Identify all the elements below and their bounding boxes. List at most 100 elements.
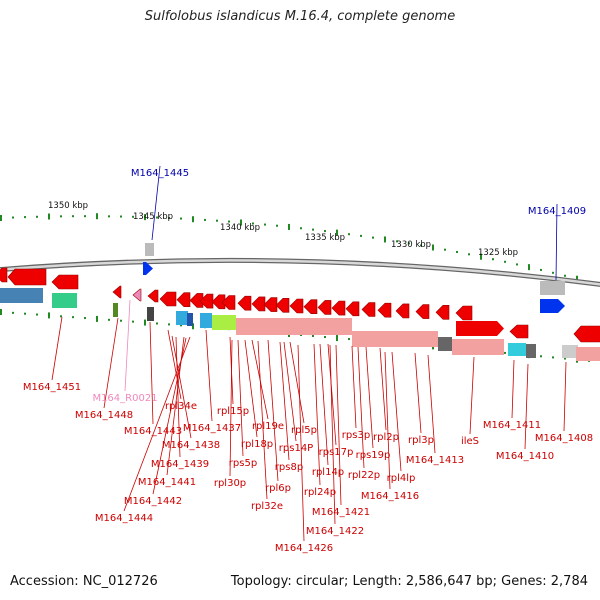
gene-label: rpl3p xyxy=(408,435,434,446)
gene-label: M164_1451 xyxy=(23,382,81,393)
gene-label: M164_1410 xyxy=(496,451,554,462)
leader-line xyxy=(335,344,342,506)
operon-shade xyxy=(236,318,352,335)
gc-dot xyxy=(552,271,554,274)
leader-line xyxy=(319,343,329,466)
gc-dot xyxy=(36,215,38,218)
gene-label: M164_1426 xyxy=(275,543,333,554)
leader-line xyxy=(351,345,357,429)
leader-line xyxy=(329,344,336,525)
gc-dot xyxy=(408,242,410,245)
leader-line xyxy=(267,339,279,482)
gene-arrow xyxy=(176,292,191,307)
gene-label: rps5p xyxy=(229,458,257,469)
gene-arrow xyxy=(147,289,159,303)
map-title: Sulfolobus islandicus M.16.4, complete g… xyxy=(144,9,456,24)
gc-dot xyxy=(0,309,2,315)
gc-dot xyxy=(216,219,218,222)
gene-block-gray xyxy=(562,345,578,358)
gene-label: rpl5p xyxy=(291,425,317,436)
gene-block-gray xyxy=(540,281,565,295)
gc-dot xyxy=(156,216,158,219)
leader-line xyxy=(149,321,154,425)
gc-dot xyxy=(564,274,566,277)
leader-line xyxy=(297,344,305,542)
gene-block-blue xyxy=(0,288,43,303)
gc-dot xyxy=(192,323,194,330)
gc-dot xyxy=(60,215,62,218)
operon-shade xyxy=(352,331,438,347)
gene-label: M164_1444 xyxy=(95,513,153,524)
gene-label: M164_1439 xyxy=(151,459,209,470)
gene-arrow xyxy=(289,298,304,314)
gc-dots-track xyxy=(0,213,590,363)
gc-dot xyxy=(96,213,98,220)
gene-block-cyan xyxy=(176,311,188,325)
leader-line xyxy=(327,343,337,446)
gene-label: M164_1408 xyxy=(535,433,593,444)
scale-tick-label: 1330 kbp xyxy=(391,240,431,250)
gene-arrow xyxy=(143,262,153,275)
leader-line xyxy=(244,339,258,438)
gene-label: M164_1411 xyxy=(483,420,541,431)
gc-dot xyxy=(468,253,470,256)
gc-dot xyxy=(540,268,542,271)
gc-dot xyxy=(264,223,266,226)
gc-dot xyxy=(516,263,518,266)
gc-dot xyxy=(120,215,122,218)
gene-track xyxy=(0,243,600,361)
highlight-label: M164_1445 xyxy=(131,168,189,179)
gene-arrow xyxy=(331,300,346,316)
leader-line xyxy=(175,336,181,458)
gc-dot xyxy=(348,233,350,236)
gene-arrow xyxy=(377,302,392,318)
leader-line xyxy=(257,340,268,500)
gc-dot xyxy=(72,316,74,319)
gc-dot xyxy=(360,234,362,237)
gene-arrow xyxy=(395,303,410,319)
gc-dot xyxy=(72,215,74,218)
scale-tick-label: 1350 kbp xyxy=(48,201,88,211)
scale-tick-label: 1335 kbp xyxy=(305,233,345,243)
gc-dot xyxy=(312,228,314,231)
highlight-label: M164_1409 xyxy=(528,206,586,217)
gc-dot xyxy=(324,336,326,339)
gc-dot xyxy=(12,216,14,219)
gene-arrow xyxy=(573,325,600,343)
gene-label: rps14P xyxy=(279,443,313,454)
gene-label: rpl30p xyxy=(214,478,246,489)
gc-dot xyxy=(276,224,278,227)
gc-dot xyxy=(144,214,146,221)
gene-block-cyan xyxy=(200,313,212,328)
leader-line xyxy=(279,341,290,461)
gc-dot xyxy=(24,312,26,315)
gene-arrow xyxy=(303,299,318,314)
gene-arrow xyxy=(251,296,266,312)
gene-block-lime xyxy=(212,315,236,330)
gene-arrow xyxy=(415,304,430,319)
gc-dot xyxy=(504,351,506,354)
leader-line xyxy=(414,352,422,434)
gc-dot xyxy=(372,236,374,239)
gc-dot xyxy=(312,335,314,338)
gene-label: ileS xyxy=(461,436,479,447)
gene-label: rpl22p xyxy=(348,470,380,481)
gene-label: M164_1437 xyxy=(183,423,241,434)
gc-dot xyxy=(168,217,170,220)
gene-block-gray xyxy=(145,243,154,256)
gene-label: rps19p xyxy=(356,450,391,461)
gc-dot xyxy=(96,315,98,322)
gene-label: M164_1421 xyxy=(312,507,370,518)
gene-label: M164_1441 xyxy=(138,477,196,488)
gc-dot xyxy=(0,215,2,221)
leader-line xyxy=(289,341,305,424)
genome-summary: Topology: circular; Length: 2,586,647 bp… xyxy=(230,574,588,589)
gc-dot xyxy=(348,338,350,341)
leader-line xyxy=(511,359,515,419)
gc-dot xyxy=(204,218,206,221)
gc-dot xyxy=(108,318,110,321)
leader-line xyxy=(124,299,131,392)
gene-label: M164_1448 xyxy=(75,410,133,421)
rna-label: M164_R0021 xyxy=(92,393,157,404)
gene-label: rps3p xyxy=(342,430,370,441)
